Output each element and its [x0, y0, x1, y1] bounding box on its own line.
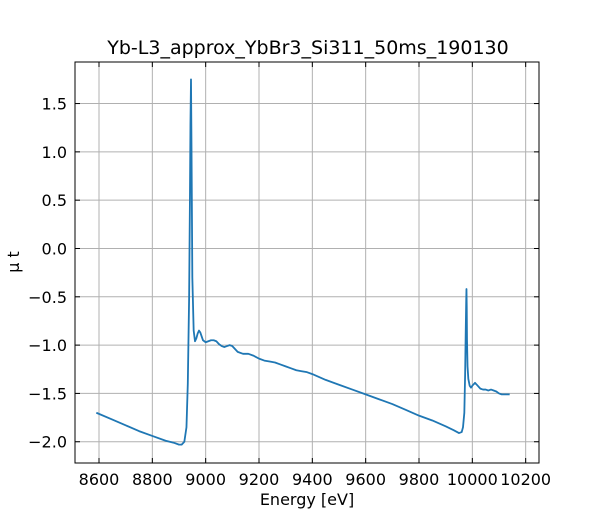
x-tick-label: 9800: [399, 470, 440, 489]
y-tick-label: 1.0: [42, 143, 67, 162]
series-line: [95, 78, 510, 446]
chart-title: Yb-L3_approx_YbBr3_Si311_50ms_190130: [106, 37, 508, 59]
y-tick-label: −2.0: [28, 433, 67, 452]
x-tick-label: 8800: [132, 470, 173, 489]
y-tick-label: −1.5: [28, 384, 67, 403]
y-tick-label: −0.5: [28, 288, 67, 307]
x-tick-label: 8600: [79, 470, 120, 489]
x-axis-label: Energy [eV]: [260, 490, 354, 509]
x-tick-label: 9400: [292, 470, 333, 489]
y-tick-label: 0.5: [42, 191, 67, 210]
series-layer: [95, 78, 510, 446]
y-tick-label: −1.0: [28, 336, 67, 355]
grid: [75, 62, 539, 463]
plot-frame: [74, 61, 540, 464]
x-tick-label: 10200: [500, 470, 551, 489]
y-tick-label: 0.0: [42, 239, 67, 258]
x-tick-label: 9000: [185, 470, 226, 489]
x-tick-label: 9600: [345, 470, 386, 489]
x-tick-label: 10000: [447, 470, 498, 489]
ticks: 8600 8800 9000 9200 9400 9600 9800 10000 10200 −2…: [28, 62, 551, 489]
y-tick-label: 1.5: [42, 95, 67, 114]
x-tick-label: 9200: [239, 470, 280, 489]
y-axis-label: μ t: [4, 251, 23, 273]
